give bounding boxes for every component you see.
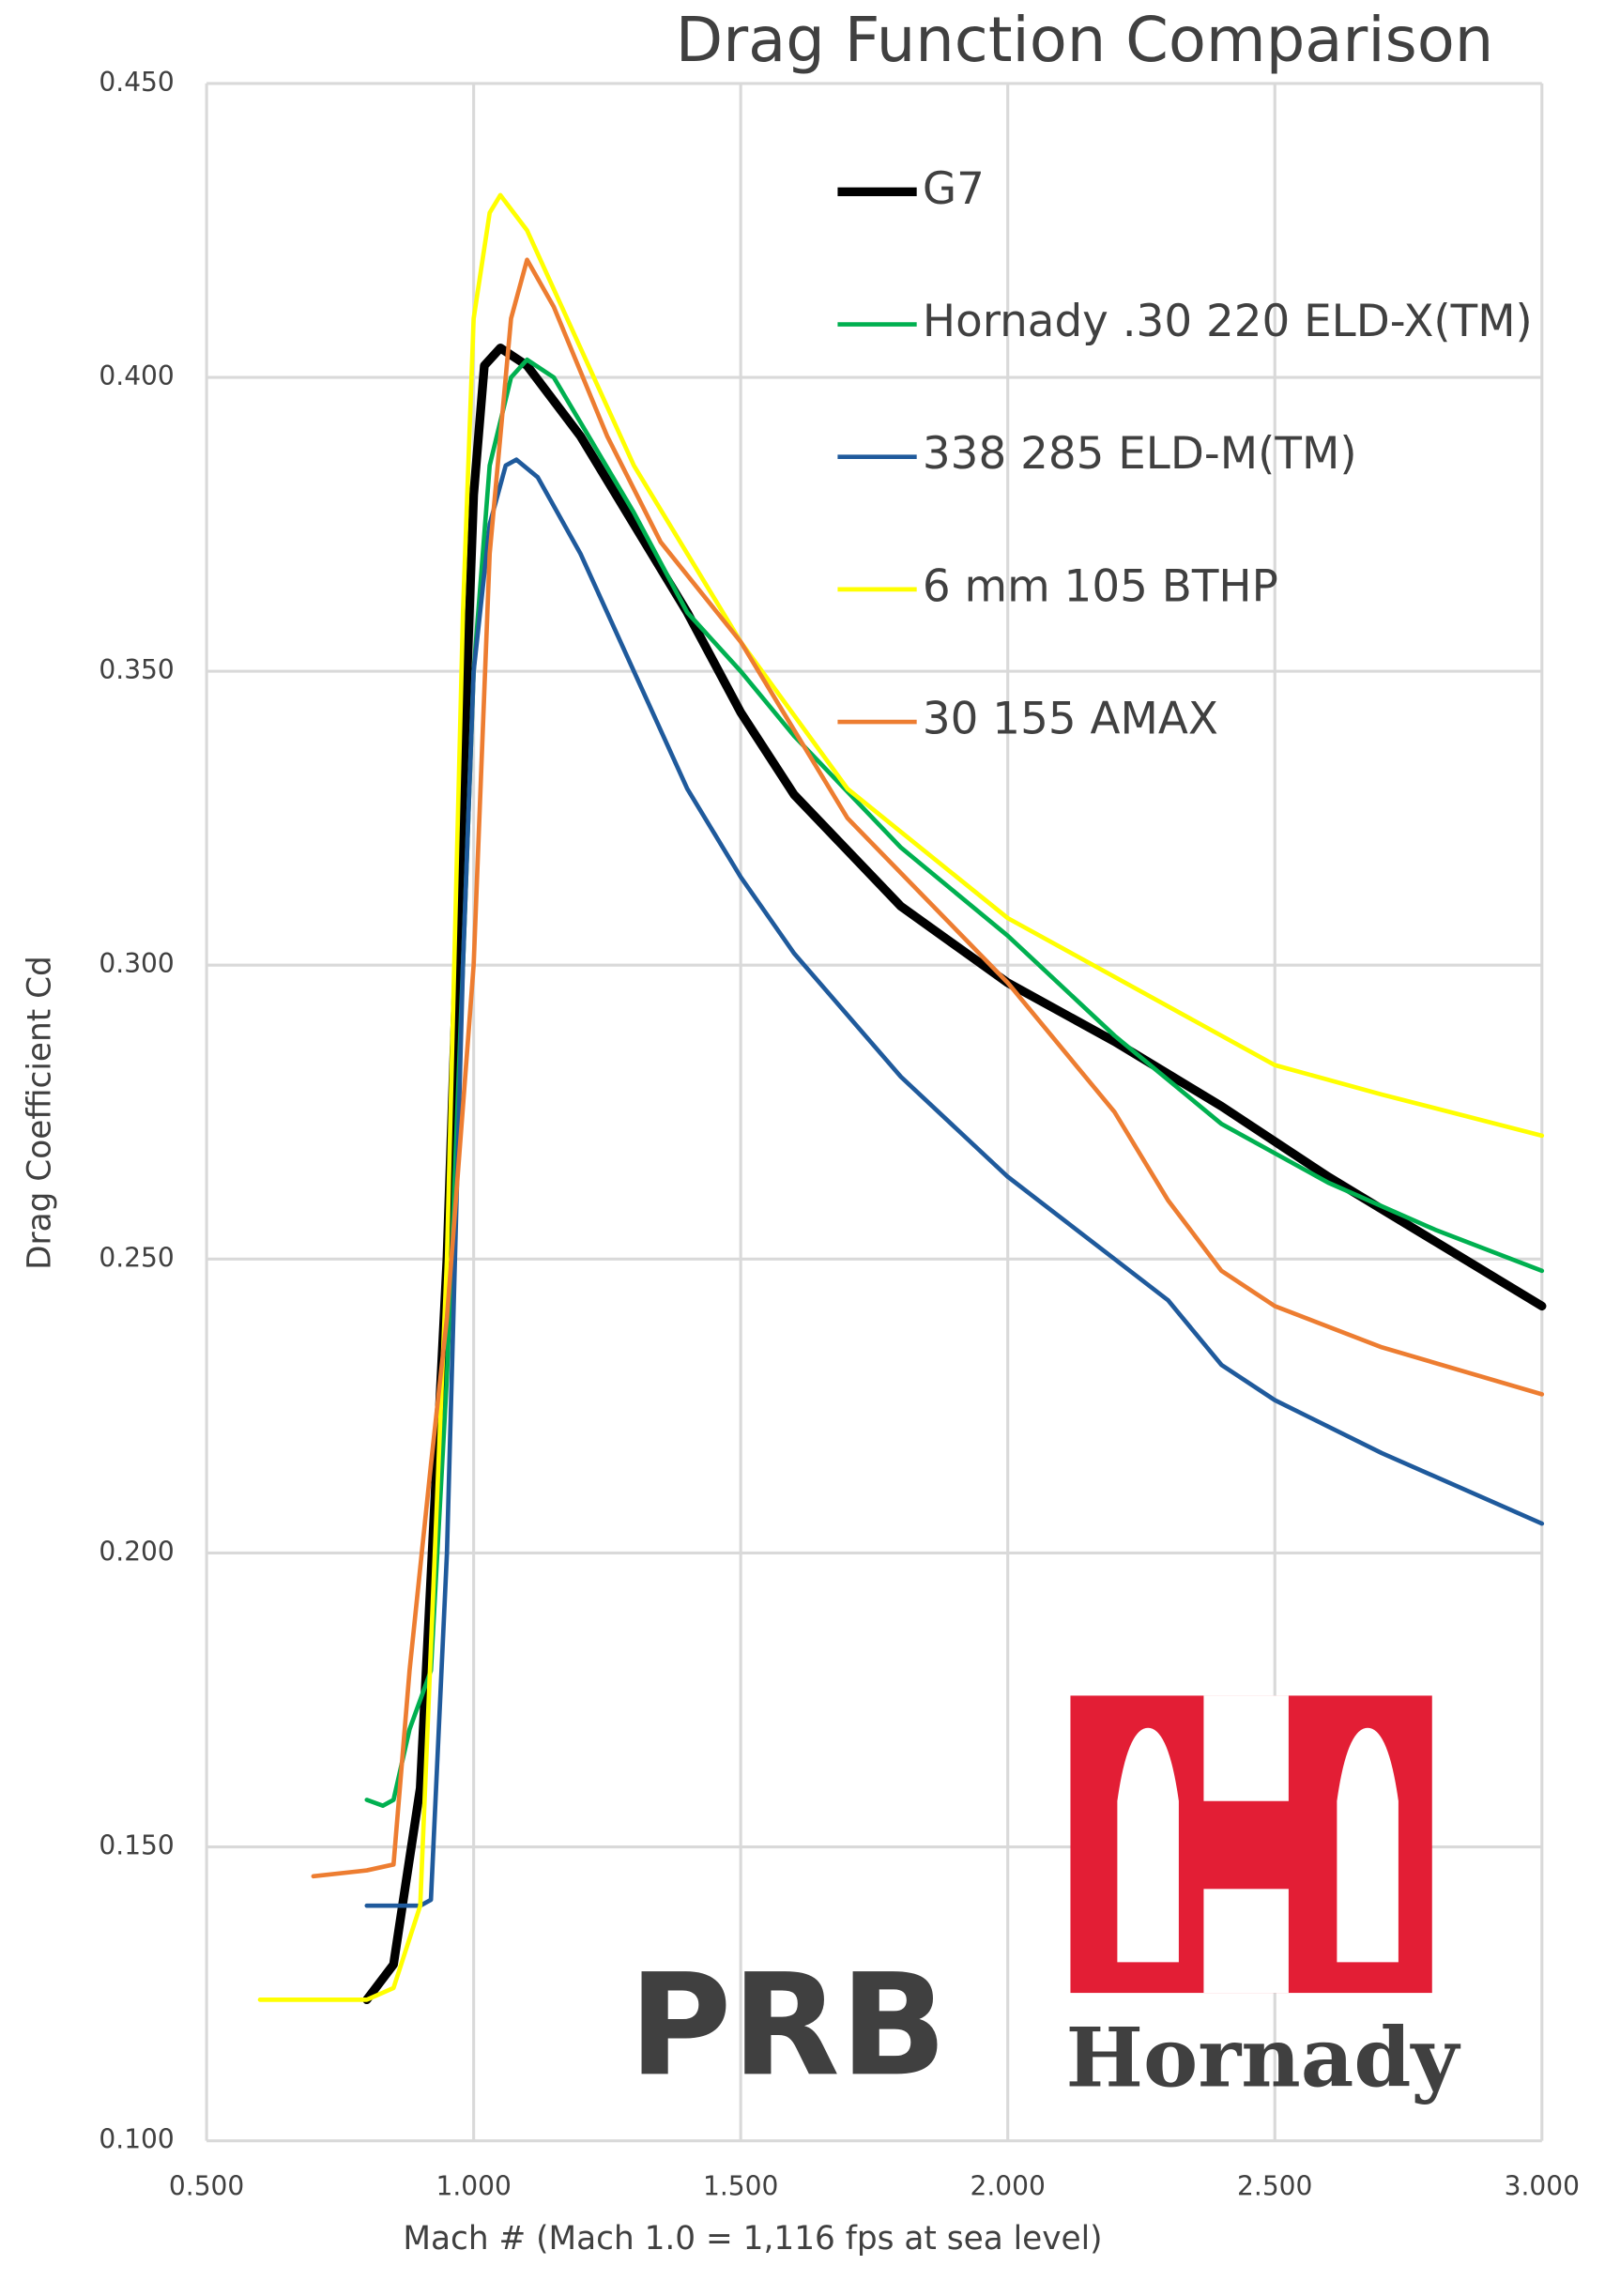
legend-label: G7	[923, 164, 985, 215]
y-tick-label: 0.300	[99, 948, 174, 979]
y-tick-label: 0.450	[99, 67, 174, 98]
y-tick-label: 0.250	[99, 1242, 174, 1273]
data-line	[311, 257, 1545, 1879]
data-line	[257, 192, 1545, 2002]
x-tick-label: 2.500	[1237, 2171, 1312, 2202]
x-tick-label: 1.500	[703, 2171, 778, 2202]
hornady-logo: Hornady	[1065, 1695, 1460, 2106]
legend-label: 30 155 AMAX	[923, 695, 1218, 745]
data-line	[364, 357, 1545, 1809]
y-axis-label: Drag Coefficient Cd	[21, 956, 58, 1270]
y-tick-label: 0.150	[99, 1830, 174, 1861]
x-tick-label: 3.000	[1505, 2171, 1580, 2202]
x-tick-label: 0.500	[169, 2171, 244, 2202]
y-tick-label: 0.400	[99, 360, 174, 391]
y-tick-label: 0.200	[99, 1536, 174, 1567]
x-tick-label: 2.000	[971, 2171, 1046, 2202]
legend-label: Hornady .30 220 ELD-X(TM)	[923, 297, 1533, 347]
x-tick-label: 1.000	[436, 2171, 511, 2202]
x-axis-label: Mach # (Mach 1.0 = 1,116 fps at sea leve…	[403, 2220, 1102, 2258]
prb-logo: PRB	[629, 1944, 947, 2107]
logo-text: Hornady	[1065, 2010, 1460, 2106]
legend-label: 338 285 ELD-M(TM)	[923, 429, 1357, 480]
logo-text: PRB	[629, 1944, 947, 2107]
legend-label: 6 mm 105 BTHP	[923, 561, 1278, 612]
y-tick-label: 0.100	[99, 2124, 174, 2155]
y-tick-label: 0.350	[99, 654, 174, 685]
data-line	[364, 457, 1545, 1908]
chart-title: Drag Function Comparison	[676, 5, 1493, 76]
